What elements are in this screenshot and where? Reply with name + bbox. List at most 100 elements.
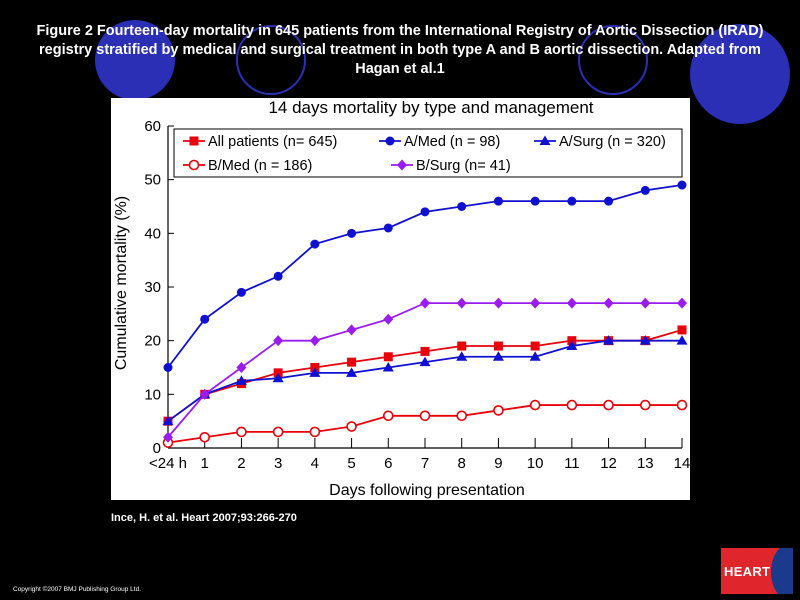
legend-label: All patients (n= 645) (208, 134, 337, 150)
x-tick-label: 14 (674, 455, 690, 472)
data-point (273, 335, 284, 347)
data-point (420, 346, 430, 356)
x-tick-label: 11 (564, 455, 580, 472)
data-point (603, 335, 615, 345)
data-point (566, 340, 578, 351)
data-point (200, 314, 210, 324)
x-tick-label: 8 (458, 455, 466, 472)
legend-label: B/Surg (n= 41) (416, 158, 511, 174)
chart-title: 14 days mortality by type and management (268, 98, 593, 117)
x-tick-label: 13 (637, 455, 654, 472)
data-point (273, 271, 283, 281)
decor-circle-right (690, 24, 790, 124)
legend-box (173, 128, 683, 178)
data-point (236, 426, 247, 438)
data-point (162, 415, 174, 426)
logo-text: HEART (724, 564, 771, 579)
y-tick-label: 0 (153, 440, 161, 457)
data-point (272, 426, 284, 438)
data-point (420, 207, 430, 217)
data-point (529, 351, 541, 361)
x-tick-label: <24 h (149, 455, 187, 472)
data-point (383, 352, 393, 362)
data-point (456, 410, 468, 422)
legend-marker (188, 159, 200, 171)
data-point (309, 335, 320, 347)
data-point (529, 399, 541, 411)
data-point (310, 239, 320, 249)
series-4 (163, 297, 687, 443)
data-point (566, 297, 577, 309)
series-2 (162, 335, 688, 426)
data-point (419, 410, 431, 422)
data-point (199, 388, 210, 400)
x-axis-label: Days following presentation (329, 482, 525, 499)
data-point (677, 325, 687, 335)
x-tick-label: 12 (600, 455, 617, 472)
data-point (346, 367, 358, 377)
data-point (456, 351, 468, 361)
x-tick-label: 9 (494, 455, 502, 472)
data-point (493, 341, 503, 351)
figure-caption: Figure 2 Fourteen-day mortality in 645 p… (36, 23, 764, 77)
copyright-notice: Copyright ©2007 BMJ Publishing Group Ltd… (13, 586, 141, 593)
data-point (530, 196, 540, 206)
data-point (492, 351, 504, 361)
data-point (676, 399, 688, 411)
x-tick-label: 10 (527, 455, 544, 472)
legend-marker (189, 136, 199, 146)
data-point (236, 362, 247, 373)
mortality-line-chart: 14 days mortality by type and management… (113, 98, 690, 499)
data-point (603, 297, 614, 309)
heart-journal-logo: HEART (721, 548, 793, 594)
data-point (272, 372, 284, 383)
data-point (419, 356, 431, 367)
data-point (677, 180, 687, 190)
y-tick-label: 60 (144, 118, 161, 135)
data-point (530, 341, 540, 351)
data-point (603, 399, 614, 411)
x-tick-label: 3 (274, 455, 282, 472)
x-tick-label: 5 (347, 455, 355, 472)
data-point (163, 363, 173, 372)
data-point (346, 324, 357, 336)
x-tick-label: 4 (311, 455, 319, 472)
legend-marker (539, 135, 551, 145)
y-axis-label: Cumulative mortality (%) (113, 196, 130, 370)
y-tick-label: 30 (144, 279, 161, 296)
y-tick-label: 20 (144, 333, 161, 350)
data-point (640, 185, 650, 195)
x-tick-label: 2 (237, 455, 245, 472)
data-point (676, 335, 688, 345)
data-point (493, 297, 504, 309)
data-point (382, 410, 394, 422)
data-point (235, 375, 247, 385)
data-point (420, 297, 430, 309)
legend-marker (385, 136, 395, 146)
data-point (640, 297, 651, 309)
decor-ring-center (236, 25, 306, 95)
x-tick-label: 6 (384, 455, 392, 472)
legend-marker (397, 159, 407, 171)
data-point (530, 297, 541, 309)
legend-label: A/Surg (n = 320) (559, 134, 666, 150)
data-point (309, 367, 321, 377)
series-3 (162, 399, 688, 448)
y-tick-label: 10 (144, 386, 161, 403)
data-point (457, 202, 467, 211)
data-point (347, 357, 357, 367)
data-point (493, 196, 503, 206)
data-point (677, 297, 687, 309)
data-point (236, 287, 246, 297)
y-tick-label: 40 (144, 225, 161, 242)
data-point (566, 399, 578, 411)
data-point (382, 362, 394, 372)
chart-panel: 14 days mortality by type and management… (111, 98, 690, 500)
data-point (639, 335, 651, 345)
source-citation: Ince, H. et al. Heart 2007;93:266-270 (111, 512, 297, 524)
data-point (639, 399, 651, 411)
data-point (346, 421, 357, 432)
legend-label: B/Med (n = 186) (208, 158, 312, 174)
data-point (604, 196, 614, 206)
data-point (347, 228, 357, 238)
